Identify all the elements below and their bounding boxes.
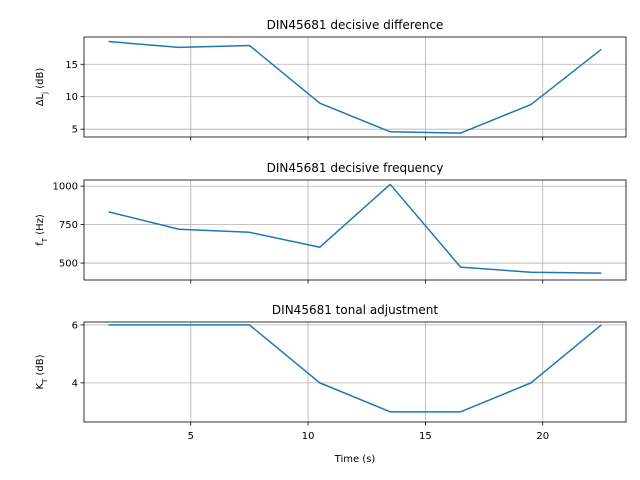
y-tick-label: 6 <box>72 320 78 331</box>
y-tick-label: 500 <box>59 259 78 270</box>
series-line <box>108 324 602 413</box>
y-tick-label: 4 <box>72 378 78 389</box>
series-line <box>108 40 602 134</box>
x-tick-label: 10 <box>302 431 315 442</box>
y-tick-label: 1000 <box>53 182 78 193</box>
x-axis-label: Time (s) <box>334 454 376 465</box>
axes-frame <box>83 36 627 138</box>
x-tick-label: 15 <box>419 431 432 442</box>
chart-title: DIN45681 decisive frequency <box>267 161 444 175</box>
y-tick-label: 15 <box>65 60 78 71</box>
y-axis-label: fT (Hz) <box>35 214 49 246</box>
subplot-decisive-frequency: 500 750 1000 DIN45681 decisive frequency fT … <box>35 161 627 284</box>
y-tick-label: 750 <box>59 220 78 231</box>
axes-frame <box>83 321 627 423</box>
chart-title: DIN45681 tonal adjustment <box>272 303 438 317</box>
subplot-tonal-adjustment: 5 10 15 20 4 6 DIN45681 tonal adjustment KT (dB… <box>35 303 627 465</box>
x-tick-label: 5 <box>188 431 194 442</box>
y-tick-label: 5 <box>72 125 78 136</box>
subplot-decisive-difference: 5 10 15 DIN45681 decisive difference ΔLj (dB… <box>35 18 627 141</box>
axes-frame <box>83 179 627 281</box>
y-tick-label: 10 <box>65 92 78 103</box>
y-axis-label: KT (dB) <box>35 354 49 389</box>
chart-title: DIN45681 decisive difference <box>267 18 444 32</box>
y-axis-label: ΔLj (dB) <box>35 68 49 107</box>
x-tick-label: 20 <box>536 431 549 442</box>
series-line <box>108 183 602 274</box>
